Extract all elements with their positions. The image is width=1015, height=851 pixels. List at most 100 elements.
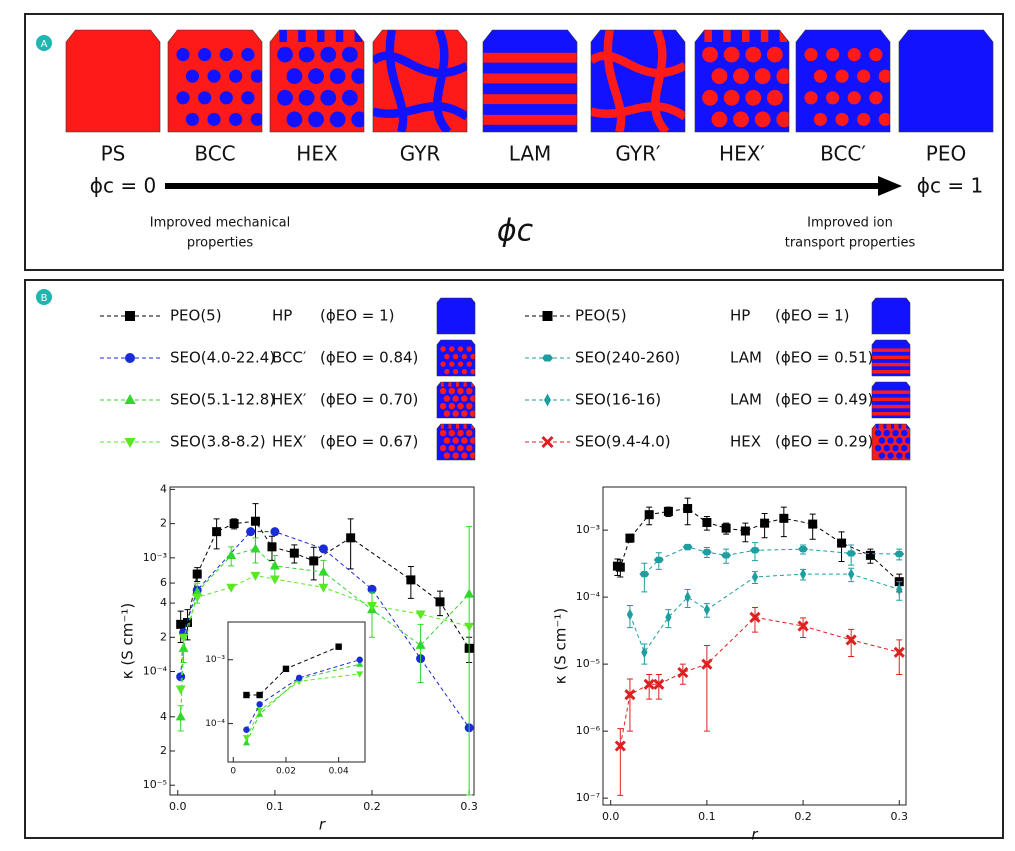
cube-domain bbox=[241, 48, 255, 62]
data-point bbox=[176, 619, 186, 629]
data-point bbox=[848, 568, 855, 581]
legend-morphology: HEX bbox=[730, 433, 761, 451]
cube-outline bbox=[167, 29, 263, 133]
legend-fraction: (ϕEO = 0.49) bbox=[775, 391, 873, 409]
cube-outline bbox=[871, 381, 911, 419]
cube-domain bbox=[483, 114, 577, 125]
cube-domain bbox=[457, 444, 464, 452]
cube-domain bbox=[776, 68, 789, 85]
cube-icon bbox=[872, 298, 910, 334]
phi-start: ϕc = 0 bbox=[90, 174, 156, 198]
cube-domain bbox=[241, 91, 255, 105]
series-line bbox=[180, 548, 470, 717]
data-point bbox=[721, 552, 732, 559]
error-bar bbox=[655, 674, 662, 700]
cube-outline bbox=[436, 423, 476, 461]
data-point bbox=[250, 516, 260, 526]
x-tick-label: 0.3 bbox=[891, 810, 909, 823]
series-line bbox=[180, 574, 470, 690]
cube-domain bbox=[461, 452, 468, 459]
data-point bbox=[415, 610, 426, 620]
cube-icon bbox=[872, 424, 910, 460]
error-bar bbox=[703, 644, 710, 732]
cube-domain bbox=[457, 402, 464, 410]
cube-domain bbox=[702, 46, 718, 63]
legend-marker bbox=[542, 311, 553, 321]
cube-domain bbox=[872, 397, 910, 402]
x-tick-label: 0.1 bbox=[266, 800, 284, 813]
cube-icon bbox=[437, 424, 475, 460]
cube-domain bbox=[176, 48, 190, 62]
data-point bbox=[192, 593, 203, 603]
data-point bbox=[226, 550, 237, 560]
cube-domain bbox=[448, 402, 456, 410]
cube-domain bbox=[439, 402, 447, 410]
cube-icon bbox=[872, 340, 910, 376]
cube-domain bbox=[277, 46, 293, 63]
data-point bbox=[653, 678, 665, 690]
data-point bbox=[798, 546, 809, 553]
cube-domain bbox=[335, 30, 344, 42]
cube-domain bbox=[439, 444, 447, 452]
cube-domain bbox=[875, 424, 879, 429]
x-tick-label: 0.2 bbox=[363, 800, 381, 813]
cube-domain bbox=[826, 48, 840, 62]
cube-domain bbox=[329, 111, 346, 128]
cube-icon bbox=[437, 340, 475, 376]
cube-icon bbox=[168, 30, 262, 132]
data-point bbox=[797, 620, 809, 632]
legend-morphology: LAM bbox=[730, 349, 762, 367]
data-point bbox=[751, 571, 759, 583]
data-point bbox=[740, 526, 750, 536]
cube-outline bbox=[436, 297, 476, 335]
cube-outline bbox=[795, 29, 891, 133]
cube-domain bbox=[461, 437, 468, 444]
cube-domain bbox=[373, 30, 467, 132]
cube-domain bbox=[878, 452, 886, 459]
cube-domain bbox=[452, 353, 459, 360]
cube-domain bbox=[298, 89, 315, 106]
legend-marker bbox=[125, 311, 135, 321]
data-point bbox=[625, 533, 635, 543]
data-point bbox=[779, 513, 789, 523]
cube-domain bbox=[804, 91, 818, 105]
data-point bbox=[270, 527, 280, 537]
x-axis-label: r bbox=[319, 816, 326, 834]
cube-domain bbox=[463, 424, 467, 429]
legend-fraction: (ϕEO = 0.29) bbox=[775, 433, 873, 451]
cube-domain bbox=[704, 30, 712, 42]
cube-icon bbox=[796, 30, 890, 132]
data-point bbox=[721, 523, 731, 533]
cube-domain bbox=[440, 424, 444, 429]
y-tick-label: 4 bbox=[160, 710, 167, 723]
cube-domain bbox=[872, 355, 910, 360]
cube-domain bbox=[887, 452, 894, 459]
legend-name: SEO(9.4-4.0) bbox=[575, 433, 671, 451]
cube-domain bbox=[298, 46, 315, 63]
panel-b-frame bbox=[24, 279, 1004, 839]
data-point bbox=[246, 527, 256, 537]
cube-domain bbox=[804, 48, 818, 62]
legend-fraction: (ϕEO = 0.67) bbox=[320, 433, 418, 451]
cube-domain bbox=[901, 444, 908, 452]
phase-label: BCC′ bbox=[820, 142, 866, 166]
cube-domain bbox=[354, 30, 363, 42]
data-point bbox=[682, 543, 693, 551]
legend-fraction: (ϕEO = 0.70) bbox=[320, 391, 418, 409]
cube-domain bbox=[444, 368, 450, 375]
cube-domain bbox=[469, 395, 475, 402]
cube-domain bbox=[308, 111, 324, 128]
cube-domain bbox=[872, 370, 910, 374]
data-point bbox=[643, 678, 655, 690]
data-point bbox=[250, 571, 261, 581]
cube-domain bbox=[466, 387, 473, 395]
series-line bbox=[619, 616, 900, 747]
cube-domain bbox=[466, 429, 473, 437]
cube-domain bbox=[448, 444, 456, 452]
cube-domain bbox=[286, 111, 303, 128]
legend-name: SEO(16-16) bbox=[575, 391, 661, 409]
cube-domain bbox=[320, 46, 337, 63]
cube-outline bbox=[436, 339, 476, 377]
chart: 0.0 0.1 0.2 0.3 10⁻⁷ 10⁻⁶ 10⁻⁵ 10⁻⁴ 10⁻³ r κ (S cm… bbox=[552, 486, 909, 844]
y-tick-label: 10⁻⁷ bbox=[576, 791, 600, 804]
